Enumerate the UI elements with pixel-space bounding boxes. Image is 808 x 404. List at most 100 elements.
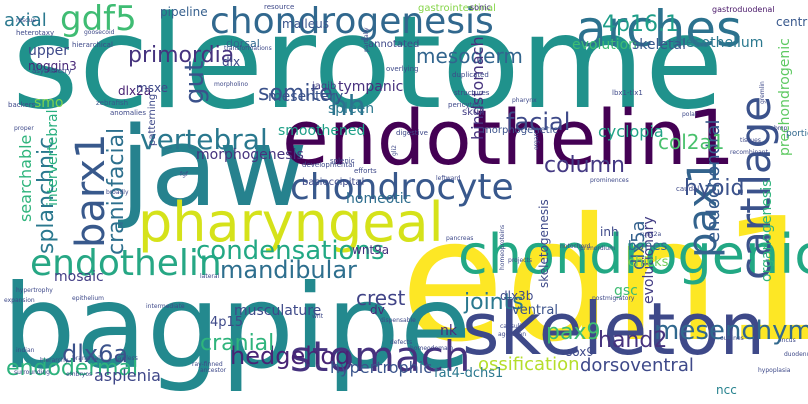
word-rescue: rescue <box>16 17 36 24</box>
word-dlx3b: dlx3b <box>500 289 534 303</box>
word-lateral: lateral <box>200 273 220 280</box>
word-gremlin: gremlin <box>759 81 766 104</box>
word-basioccipital: basioccipital <box>302 177 365 188</box>
word-column: column <box>544 153 625 178</box>
word-transformations: transformations <box>224 45 272 52</box>
word-pipeline: pipeline <box>160 5 208 19</box>
word-endodermal: endodermal <box>6 356 139 381</box>
word-hypertrophic: hypertrophic <box>330 358 433 377</box>
word-homeoproteins: homeoproteins <box>499 224 506 270</box>
word-dlx: dlx <box>222 55 241 69</box>
word-pharynx: pharynx <box>512 97 537 104</box>
word-morphogenetic: morphogenetic <box>482 125 558 136</box>
word-hedgehog: hedgehog <box>230 342 351 370</box>
word-skeletal: skeletal <box>632 37 686 53</box>
word-inh: inh <box>600 225 619 239</box>
word-duodenum: duodenum <box>784 351 808 358</box>
word-stomach: stomach <box>290 332 471 381</box>
word-duplicated: duplicated <box>452 71 489 79</box>
word-gsc: gsc <box>614 283 638 299</box>
word-morphogenesis: morphogenesis <box>196 147 304 163</box>
word-notochord: notochord <box>560 243 591 250</box>
word-developmental: developmental <box>302 161 355 169</box>
word-asplenia: asplenia <box>94 366 161 385</box>
word-ncc: ncc <box>716 383 737 397</box>
word-gli2: gli2 <box>391 145 398 156</box>
word-tympanic: tympanic <box>338 79 404 95</box>
word-postmigratory: postmigratory <box>592 295 635 302</box>
word-4p16-1: 4p16.1 <box>602 12 679 37</box>
word-gdf5: gdf5 <box>60 0 137 39</box>
word-fat4-dchs1: fat4-dchs1 <box>434 366 504 381</box>
word-dlx6a: dlx6a <box>62 340 129 368</box>
word-msxe: msxe <box>136 81 169 95</box>
word-efforts: efforts <box>354 167 377 175</box>
word-smoothened: smoothened <box>278 123 366 139</box>
word-hh: hh <box>330 89 366 122</box>
word-sclerotome: sclerotome <box>12 0 724 138</box>
word-gastrointestinal: gastrointestinal <box>418 3 496 14</box>
word-organ: organ <box>533 132 540 150</box>
word-malleus: malleus <box>282 17 329 31</box>
word-homeotic: homeotic <box>346 191 412 207</box>
word-indian: indian <box>16 347 35 354</box>
word-spleen: spleen <box>328 101 375 117</box>
word-intervertebral: intervertebral <box>45 109 61 207</box>
word-crest: crest <box>356 286 406 310</box>
word-chondrogenic: chondrogenic <box>458 223 808 286</box>
word-mesothelium: mesothelium <box>672 35 764 51</box>
word-pharyngeal: pharyngeal <box>138 191 444 254</box>
word-intermediate: intermediate <box>146 303 185 310</box>
word-skeleton: skeleton <box>462 287 766 371</box>
word-chicks: chicks <box>628 255 669 270</box>
word-cranial: cranial <box>200 331 275 356</box>
word-mandibular: mandibular <box>220 256 357 284</box>
word-wnt9a: wnt9a <box>352 243 390 257</box>
word-jaw: jaw <box>120 103 308 231</box>
word-wnt: wnt <box>312 313 324 320</box>
word-homeodomain: homeodomain <box>410 345 454 352</box>
word-runx2a: runx2a <box>640 231 662 238</box>
word-ossification: ossification <box>478 354 580 375</box>
word-chondrocyte: chondrocyte <box>290 167 514 208</box>
word-endothelin1: endothelin1 <box>282 93 736 182</box>
word-ancestor: ancestor <box>200 367 227 374</box>
word-splenic: splenic <box>330 157 355 165</box>
word-partially: partially <box>363 27 370 52</box>
word-hypertrophy: hypertrophy <box>16 287 53 294</box>
word-heterotaxy: heterotaxy <box>16 29 55 37</box>
word-zebrafish: zebrafish <box>96 99 129 107</box>
word-condensations: condensations <box>196 236 385 266</box>
word-fgf: fgf <box>180 171 189 178</box>
word-col2a1: col2a1 <box>658 130 725 154</box>
word-aggrecan: aggrecan <box>498 331 527 338</box>
word-endothelin: endothelin <box>30 243 222 284</box>
word-somite: somite <box>258 81 333 106</box>
word-skull: skull <box>462 107 485 118</box>
word-tissues: tissues <box>740 137 761 144</box>
word-recombinant: recombinant <box>730 149 768 156</box>
word-portion: portion <box>786 129 808 139</box>
word-polar: polar <box>682 111 698 118</box>
word-capsulin: capsulin <box>500 323 525 330</box>
word-ray-finned: ray-finned <box>192 361 223 368</box>
word-projects: projects <box>508 257 532 264</box>
word-primordia: primordia <box>128 43 235 68</box>
word-hierarchy: hierarchy <box>40 357 69 364</box>
word-overlying: overlying <box>386 65 419 73</box>
word-broadly: broadly <box>106 189 129 196</box>
word-defects: defects <box>390 339 413 346</box>
word-backers: backers <box>8 101 36 109</box>
word-smo: smo <box>34 95 64 111</box>
word-arches: arches <box>576 0 743 58</box>
word-mesentery: mesentery <box>268 89 344 105</box>
word-structures: structures <box>454 89 490 97</box>
word-musculature: musculature <box>234 303 322 319</box>
word-organogenesis: organogenesis <box>759 179 775 282</box>
word-dv: dv <box>370 303 385 317</box>
word-mesenchyme: mesenchyme <box>654 316 808 346</box>
word-jagib: jagib <box>312 81 337 92</box>
word-dispensable: dispensable <box>380 317 416 324</box>
word-primordium: primordium <box>580 245 615 252</box>
